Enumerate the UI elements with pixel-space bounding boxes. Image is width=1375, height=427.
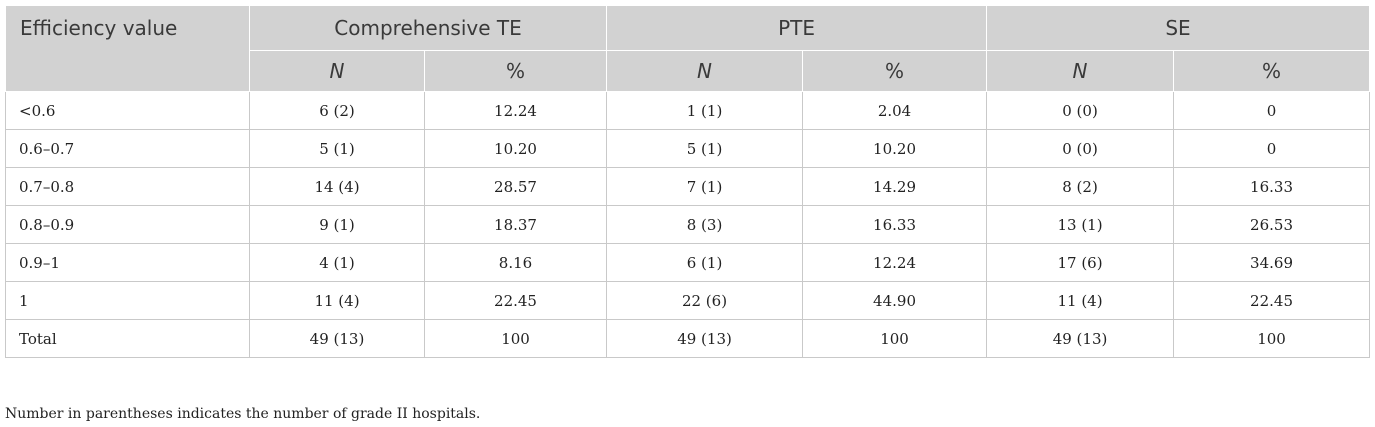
header-row-groups: Efficiency value Comprehensive TE PTE SE bbox=[5, 5, 1371, 92]
cell-count: 4 (1) bbox=[249, 243, 425, 282]
cell-percent: 10.20 bbox=[423, 129, 608, 168]
cell-count: 0 (0) bbox=[986, 129, 1175, 168]
table-body: <0.6 6 (2) 12.24 1 (1) 2.04 0 (0) 0 0.6–0.7 5 (1… bbox=[5, 91, 1371, 358]
cell-percent: 14.29 bbox=[802, 167, 988, 206]
table-container: Efficiency value Comprehensive TE PTE SE… bbox=[5, 5, 1371, 358]
cell-count: 49 (13) bbox=[249, 319, 425, 358]
efficiency-table: Efficiency value Comprehensive TE PTE SE… bbox=[5, 5, 1371, 358]
cell-count: 11 (4) bbox=[249, 281, 425, 320]
header-sub-percent: % bbox=[802, 50, 988, 92]
cell-percent: 2.04 bbox=[802, 91, 988, 130]
table-footnote: Number in parentheses indicates the numb… bbox=[5, 406, 481, 422]
cell-count: 22 (6) bbox=[606, 281, 804, 320]
header-sub-n: N bbox=[249, 50, 425, 92]
row-label: 0.8–0.9 bbox=[5, 205, 250, 244]
cell-percent: 16.33 bbox=[1173, 167, 1371, 206]
row-label: <0.6 bbox=[5, 91, 250, 130]
header-efficiency-value: Efficiency value bbox=[5, 5, 250, 92]
cell-count: 6 (2) bbox=[249, 91, 425, 130]
header-group-se: SE bbox=[986, 5, 1371, 51]
cell-percent: 12.24 bbox=[802, 243, 988, 282]
cell-count: 17 (6) bbox=[986, 243, 1175, 282]
cell-count: 11 (4) bbox=[986, 281, 1175, 320]
table-row: 0.6–0.7 5 (1) 10.20 5 (1) 10.20 0 (0) 0 bbox=[5, 129, 1371, 168]
table-row: 0.9–1 4 (1) 8.16 6 (1) 12.24 17 (6) 34.69 bbox=[5, 243, 1371, 282]
cell-percent: 100 bbox=[802, 319, 988, 358]
header-group-comprehensive-te: Comprehensive TE bbox=[248, 5, 608, 51]
cell-count: 14 (4) bbox=[249, 167, 425, 206]
cell-percent: 12.24 bbox=[423, 91, 608, 130]
row-label: 0.9–1 bbox=[5, 243, 250, 282]
cell-percent: 100 bbox=[423, 319, 608, 358]
cell-percent: 22.45 bbox=[1173, 281, 1371, 320]
cell-percent: 18.37 bbox=[423, 205, 608, 244]
table-header: Efficiency value Comprehensive TE PTE SE… bbox=[5, 5, 1371, 92]
cell-count: 0 (0) bbox=[986, 91, 1175, 130]
cell-percent: 0 bbox=[1173, 129, 1371, 168]
cell-count: 5 (1) bbox=[606, 129, 804, 168]
header-sub-n: N bbox=[986, 50, 1175, 92]
table-row: Total 49 (13) 100 49 (13) 100 49 (13) 100 bbox=[5, 319, 1371, 358]
cell-percent: 100 bbox=[1173, 319, 1371, 358]
header-row-sub: N % N % N % bbox=[6, 50, 1371, 92]
cell-count: 7 (1) bbox=[606, 167, 804, 206]
cell-count: 9 (1) bbox=[249, 205, 425, 244]
table-row: 0.8–0.9 9 (1) 18.37 8 (3) 16.33 13 (1) 26.53 bbox=[5, 205, 1371, 244]
cell-percent: 26.53 bbox=[1173, 205, 1371, 244]
row-label: 0.6–0.7 bbox=[5, 129, 250, 168]
cell-percent: 28.57 bbox=[423, 167, 608, 206]
row-label: 1 bbox=[5, 281, 250, 320]
cell-count: 6 (1) bbox=[606, 243, 804, 282]
table-row: 1 11 (4) 22.45 22 (6) 44.90 11 (4) 22.45 bbox=[5, 281, 1371, 320]
row-label: 0.7–0.8 bbox=[5, 167, 250, 206]
cell-percent: 44.90 bbox=[802, 281, 988, 320]
header-sub-n: N bbox=[606, 50, 804, 92]
cell-count: 49 (13) bbox=[606, 319, 804, 358]
cell-count: 49 (13) bbox=[986, 319, 1175, 358]
table-row: <0.6 6 (2) 12.24 1 (1) 2.04 0 (0) 0 bbox=[5, 91, 1371, 130]
table-row: 0.7–0.8 14 (4) 28.57 7 (1) 14.29 8 (2) 16.33 bbox=[5, 167, 1371, 206]
cell-count: 5 (1) bbox=[249, 129, 425, 168]
cell-count: 8 (2) bbox=[986, 167, 1175, 206]
cell-percent: 0 bbox=[1173, 91, 1371, 130]
header-group-pte: PTE bbox=[606, 5, 988, 51]
header-sub-percent: % bbox=[1173, 50, 1371, 92]
cell-percent: 10.20 bbox=[802, 129, 988, 168]
row-label: Total bbox=[5, 319, 250, 358]
cell-count: 8 (3) bbox=[606, 205, 804, 244]
cell-percent: 16.33 bbox=[802, 205, 988, 244]
cell-percent: 8.16 bbox=[423, 243, 608, 282]
cell-count: 13 (1) bbox=[986, 205, 1175, 244]
cell-percent: 34.69 bbox=[1173, 243, 1371, 282]
header-sub-percent: % bbox=[423, 50, 608, 92]
cell-percent: 22.45 bbox=[423, 281, 608, 320]
cell-count: 1 (1) bbox=[606, 91, 804, 130]
